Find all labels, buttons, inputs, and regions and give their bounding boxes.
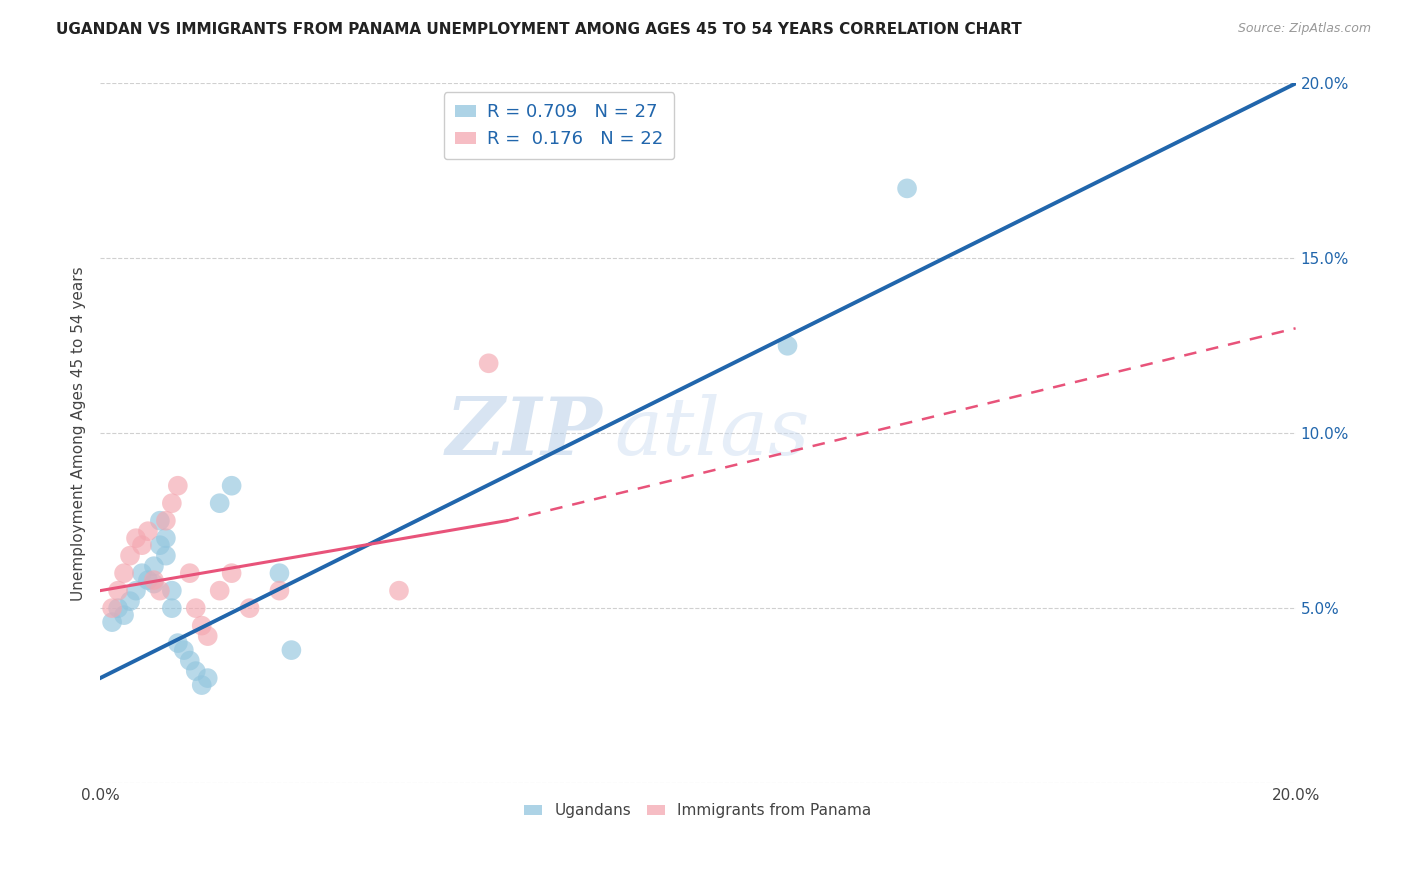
- Point: [155, 514, 177, 528]
- Point: [142, 559, 165, 574]
- Point: [107, 601, 129, 615]
- Point: [179, 566, 201, 581]
- Point: [173, 643, 195, 657]
- Point: [142, 576, 165, 591]
- Point: [896, 181, 918, 195]
- Point: [776, 339, 799, 353]
- Point: [166, 636, 188, 650]
- Text: ZIP: ZIP: [446, 394, 602, 472]
- Point: [101, 615, 124, 629]
- Point: [160, 496, 183, 510]
- Point: [155, 549, 177, 563]
- Text: Source: ZipAtlas.com: Source: ZipAtlas.com: [1237, 22, 1371, 36]
- Point: [107, 583, 129, 598]
- Point: [197, 671, 219, 685]
- Point: [131, 566, 153, 581]
- Point: [388, 583, 411, 598]
- Point: [208, 496, 231, 510]
- Point: [160, 601, 183, 615]
- Point: [125, 531, 148, 545]
- Point: [112, 566, 135, 581]
- Point: [142, 573, 165, 587]
- Point: [221, 566, 243, 581]
- Point: [101, 601, 124, 615]
- Point: [160, 583, 183, 598]
- Point: [269, 566, 291, 581]
- Y-axis label: Unemployment Among Ages 45 to 54 years: Unemployment Among Ages 45 to 54 years: [72, 266, 86, 600]
- Point: [208, 583, 231, 598]
- Point: [184, 601, 207, 615]
- Point: [269, 583, 291, 598]
- Point: [118, 549, 141, 563]
- Point: [166, 479, 188, 493]
- Point: [238, 601, 260, 615]
- Text: atlas: atlas: [614, 394, 810, 472]
- Point: [197, 629, 219, 643]
- Point: [131, 538, 153, 552]
- Legend: Ugandans, Immigrants from Panama: Ugandans, Immigrants from Panama: [517, 797, 877, 824]
- Point: [136, 573, 159, 587]
- Point: [149, 514, 172, 528]
- Point: [184, 664, 207, 678]
- Point: [112, 608, 135, 623]
- Point: [478, 356, 501, 370]
- Text: UGANDAN VS IMMIGRANTS FROM PANAMA UNEMPLOYMENT AMONG AGES 45 TO 54 YEARS CORRELA: UGANDAN VS IMMIGRANTS FROM PANAMA UNEMPL…: [56, 22, 1022, 37]
- Point: [149, 538, 172, 552]
- Point: [136, 524, 159, 538]
- Point: [190, 618, 212, 632]
- Point: [280, 643, 302, 657]
- Point: [179, 654, 201, 668]
- Point: [149, 583, 172, 598]
- Point: [221, 479, 243, 493]
- Point: [190, 678, 212, 692]
- Point: [125, 583, 148, 598]
- Point: [155, 531, 177, 545]
- Point: [118, 594, 141, 608]
